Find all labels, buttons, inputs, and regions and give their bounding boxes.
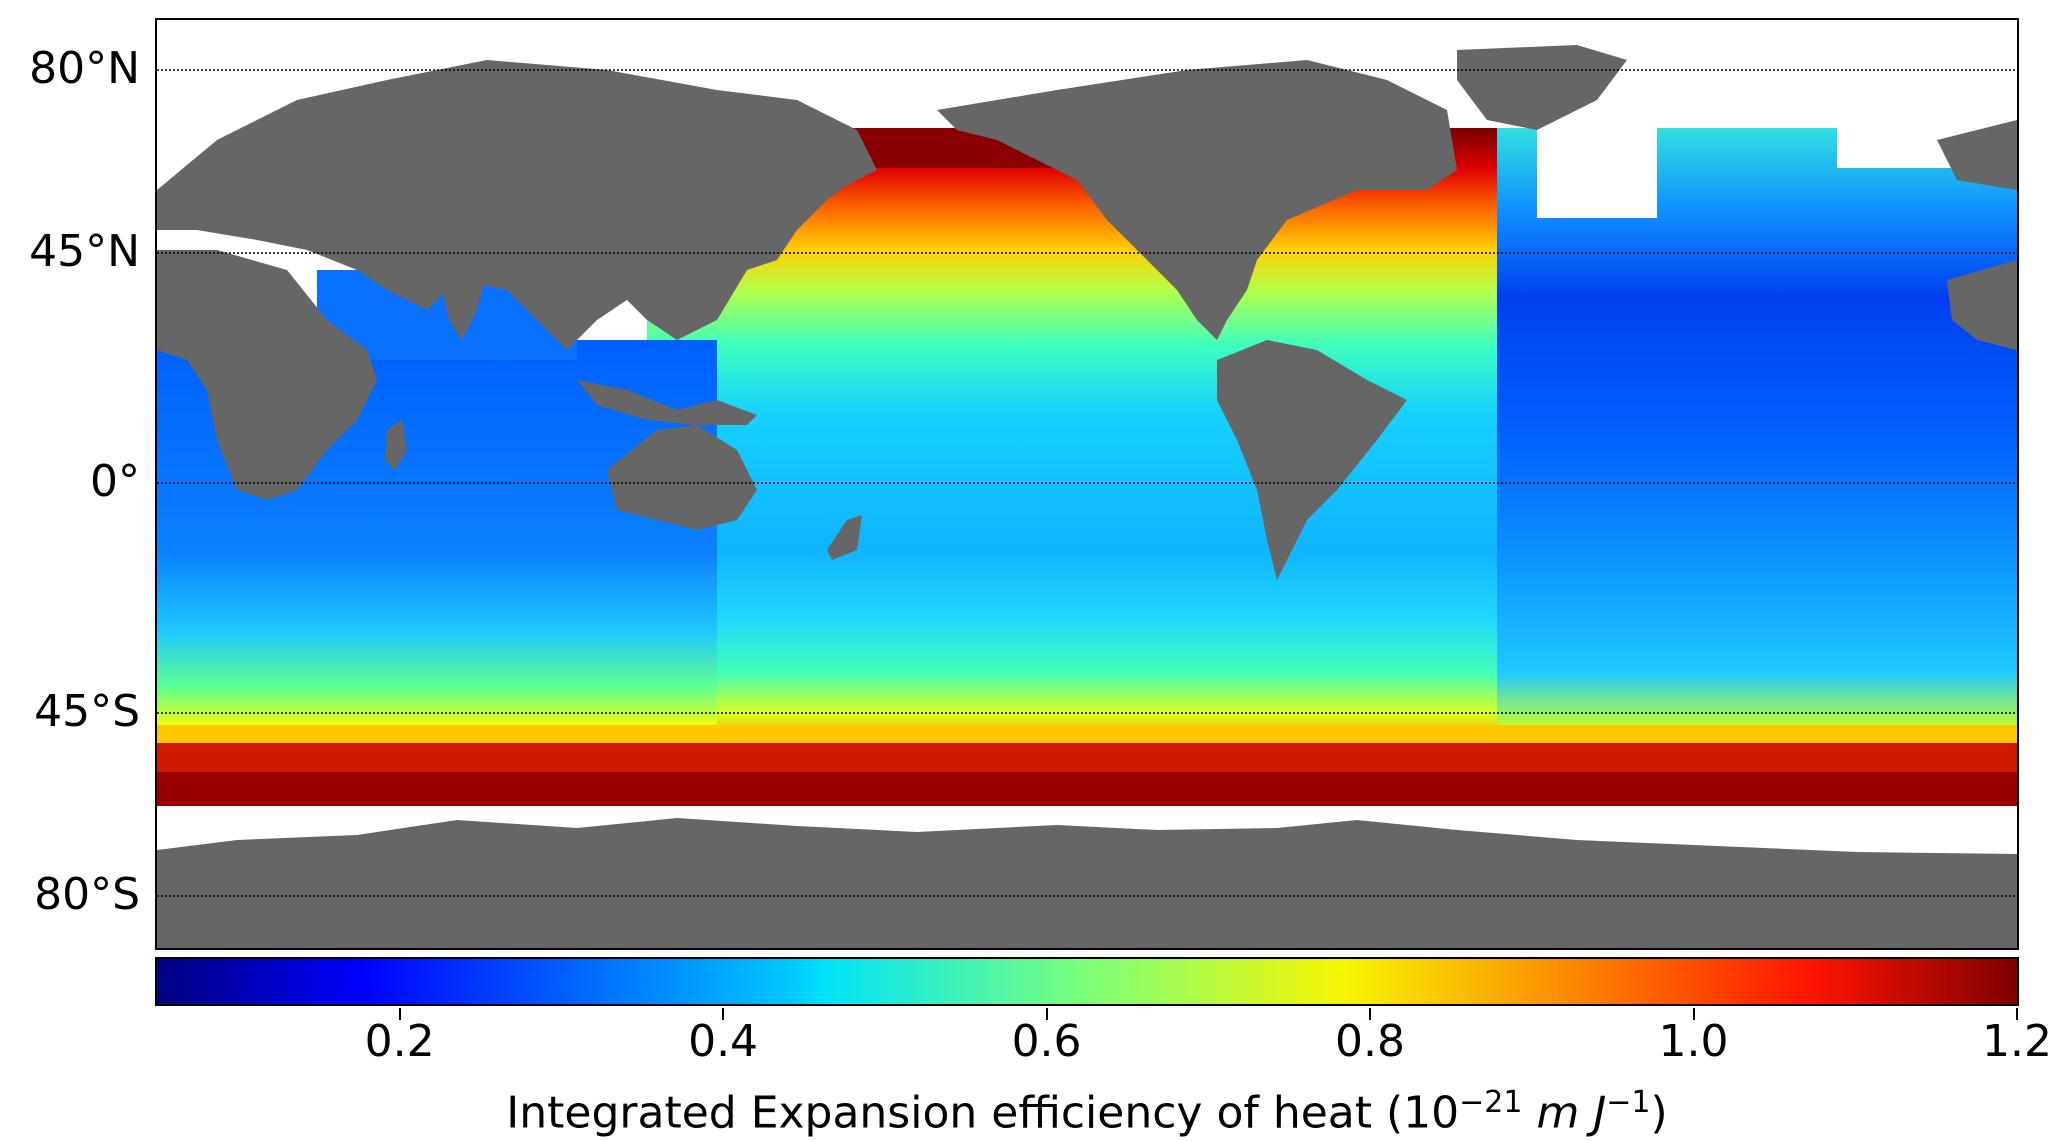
colorbar-tick — [398, 1008, 401, 1020]
colorbar-label-text: Integrated Expansion efficiency of heat … — [506, 1087, 1460, 1139]
land-antarctica — [157, 818, 2017, 948]
land-africa-east-edge — [1947, 260, 2017, 350]
colorbar-tick — [722, 1008, 725, 1020]
colorbar-tick-label: 1.2 — [1982, 1016, 2052, 1067]
land-greenland — [1457, 45, 1627, 130]
land-madagascar — [385, 420, 407, 470]
colorbar-label-units: m J — [1536, 1087, 1607, 1139]
latitude-label-equator: 0° — [90, 456, 140, 507]
land-north-america — [937, 60, 1457, 340]
colorbar-tick-label: 1.0 — [1658, 1016, 1729, 1067]
southern-ocean-yellow — [157, 725, 2017, 743]
colorbar-tick — [1045, 1008, 1048, 1020]
colorbar-tick-label: 0.8 — [1335, 1016, 1406, 1067]
latitude-label-45s: 45°S — [34, 686, 140, 737]
map-canvas — [157, 20, 2017, 948]
latitude-label-80s: 80°S — [34, 869, 140, 920]
pacific-field — [647, 128, 1527, 808]
land-europe-east-edge — [1937, 120, 2017, 190]
colorbar-tick — [1692, 1008, 1695, 1020]
map-panel — [155, 18, 2019, 950]
land-new-zealand — [827, 515, 862, 560]
colorbar-tick-label: 0.6 — [1011, 1016, 1082, 1067]
colorbar-tick — [1369, 1008, 1372, 1020]
latitude-label-80n: 80°N — [29, 43, 140, 94]
land-layer — [157, 45, 2017, 948]
land-india — [437, 270, 487, 340]
colorbar-tick — [2016, 1008, 2018, 1020]
land-eurasia — [157, 60, 877, 350]
latitude-label-45n: 45°N — [29, 226, 140, 277]
land-south-america — [1217, 340, 1407, 580]
land-australia — [607, 425, 757, 530]
colorbar-tick-label: 0.2 — [364, 1016, 435, 1067]
atlantic-field — [1497, 128, 2017, 808]
land-indonesia — [577, 380, 757, 425]
colorbar-label-units-exponent: −1 — [1606, 1085, 1651, 1120]
colorbar-tick-label: 0.4 — [688, 1016, 759, 1067]
southern-ocean-deep — [157, 772, 2017, 806]
colorbar-label-exponent: −21 — [1459, 1085, 1523, 1120]
colorbar-gradient — [157, 959, 2017, 1004]
colorbar-label: Integrated Expansion efficiency of heat … — [155, 1076, 2019, 1141]
latitude-gridlines — [157, 69, 2017, 897]
colorbar-label-close: ) — [1650, 1087, 1668, 1139]
land-africa — [157, 250, 377, 500]
colorbar — [155, 957, 2019, 1006]
